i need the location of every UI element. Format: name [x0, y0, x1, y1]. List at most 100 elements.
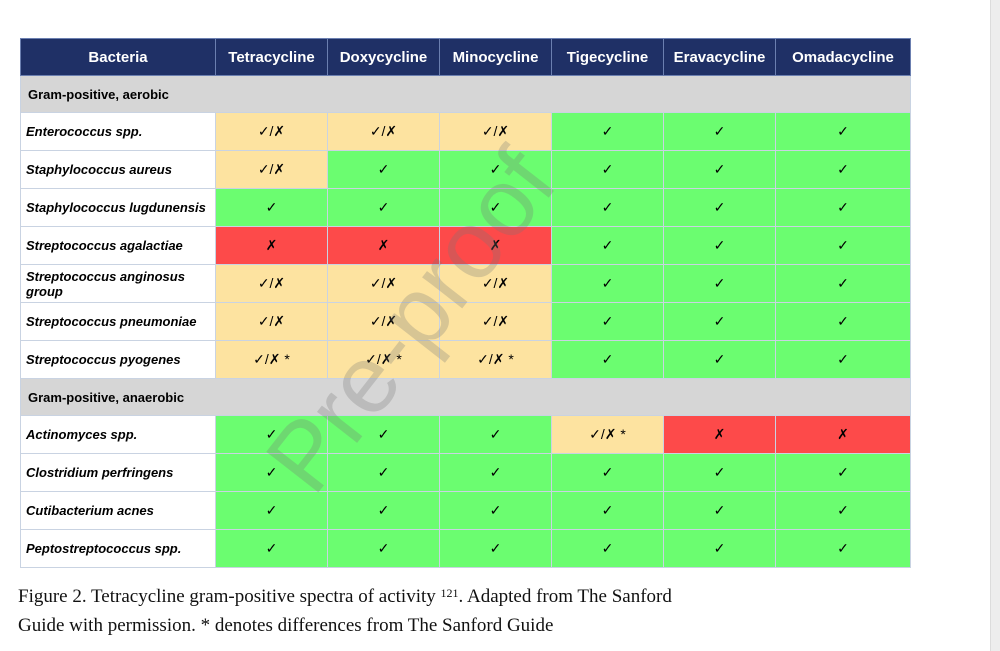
activity-cell: ✓: [663, 340, 776, 379]
header-tetracycline: Tetracycline: [215, 38, 328, 76]
table-row: Peptostreptococcus spp. ✓ ✓ ✓ ✓ ✓ ✓: [20, 529, 911, 568]
activity-cell: ✗: [215, 226, 328, 265]
table-row: Streptococcus agalactiae ✗ ✗ ✗ ✓ ✓ ✓: [20, 226, 911, 265]
section-row: Gram-positive, aerobic: [20, 75, 911, 113]
activity-cell: ✗: [439, 226, 552, 265]
activity-cell: ✓/✗: [215, 112, 328, 151]
activity-cell: ✓/✗ *: [327, 340, 440, 379]
activity-cell: ✓: [663, 226, 776, 265]
activity-cell: ✓: [439, 188, 552, 227]
activity-cell: ✓: [551, 112, 664, 151]
activity-cell: ✓/✗ *: [439, 340, 552, 379]
caption-text-cont: . Adapted from The Sanford: [458, 586, 672, 607]
activity-cell: ✓: [551, 264, 664, 303]
activity-cell: ✗: [663, 415, 776, 454]
table-row: Clostridium perfringens ✓ ✓ ✓ ✓ ✓ ✓: [20, 453, 911, 492]
activity-cell: ✓: [663, 491, 776, 530]
activity-cell: ✓: [439, 529, 552, 568]
activity-cell: ✓: [775, 188, 911, 227]
activity-cell: ✓: [327, 188, 440, 227]
section-row: Gram-positive, anaerobic: [20, 378, 911, 416]
header-doxycycline: Doxycycline: [327, 38, 440, 76]
table-row: Streptococcus pyogenes ✓/✗ * ✓/✗ * ✓/✗ * ✓ ✓ ✓: [20, 340, 911, 379]
bacteria-name: Peptostreptococcus spp.: [20, 529, 216, 568]
activity-cell: ✓: [663, 302, 776, 341]
activity-cell: ✓/✗: [327, 302, 440, 341]
activity-cell: ✓: [439, 415, 552, 454]
bacteria-name: Clostridium perfringens: [20, 453, 216, 492]
bacteria-name: Enterococcus spp.: [20, 112, 216, 151]
activity-cell: ✓/✗ *: [215, 340, 328, 379]
activity-cell: ✗: [775, 415, 911, 454]
activity-cell: ✓: [775, 453, 911, 492]
table-row: Enterococcus spp. ✓/✗ ✓/✗ ✓/✗ ✓ ✓ ✓: [20, 112, 911, 151]
activity-cell: ✓/✗: [215, 150, 328, 189]
activity-cell: ✓: [663, 453, 776, 492]
activity-cell: ✓: [551, 226, 664, 265]
activity-cell: ✓: [551, 150, 664, 189]
activity-cell: ✓: [439, 453, 552, 492]
activity-cell: ✓: [551, 529, 664, 568]
activity-cell: ✓: [775, 302, 911, 341]
activity-cell: ✓: [215, 188, 328, 227]
bacteria-name: Streptococcus pneumoniae: [20, 302, 216, 341]
activity-cell: ✓: [775, 529, 911, 568]
activity-cell: ✓: [439, 150, 552, 189]
table-row: Streptococcus anginosus group ✓/✗ ✓/✗ ✓/✗ ✓ ✓…: [20, 264, 911, 303]
spectra-table: Bacteria Tetracycline Doxycycline Minocy…: [20, 38, 911, 568]
bacteria-name: Staphylococcus lugdunensis: [20, 188, 216, 227]
activity-cell: ✓/✗: [439, 264, 552, 303]
activity-cell: ✓/✗: [327, 264, 440, 303]
figure-caption: Figure 2. Tetracycline gram-positive spe…: [18, 582, 818, 640]
activity-cell: ✓: [327, 150, 440, 189]
caption-reference: 121: [440, 586, 459, 600]
activity-cell: ✓: [551, 491, 664, 530]
table-row: Staphylococcus lugdunensis ✓ ✓ ✓ ✓ ✓ ✓: [20, 188, 911, 227]
activity-cell: ✓/✗ *: [551, 415, 664, 454]
header-bacteria: Bacteria: [20, 38, 216, 76]
bacteria-name: Streptococcus pyogenes: [20, 340, 216, 379]
bacteria-name: Staphylococcus aureus: [20, 150, 216, 189]
caption-line-2: Guide with permission. * denotes differe…: [18, 615, 554, 636]
scrollbar[interactable]: [990, 0, 1000, 651]
caption-text: Figure 2. Tetracycline gram-positive spe…: [18, 586, 441, 607]
activity-cell: ✓: [551, 453, 664, 492]
bacteria-name: Actinomyces spp.: [20, 415, 216, 454]
activity-cell: ✓: [439, 491, 552, 530]
table-row: Actinomyces spp. ✓ ✓ ✓ ✓/✗ * ✗ ✗: [20, 415, 911, 454]
activity-cell: ✓: [327, 529, 440, 568]
activity-cell: ✓/✗: [215, 264, 328, 303]
activity-cell: ✓: [775, 264, 911, 303]
header-eravacycline: Eravacycline: [663, 38, 776, 76]
table-row: Streptococcus pneumoniae ✓/✗ ✓/✗ ✓/✗ ✓ ✓ ✓: [20, 302, 911, 341]
activity-cell: ✓: [215, 453, 328, 492]
activity-cell: ✓: [327, 491, 440, 530]
activity-cell: ✓: [663, 150, 776, 189]
activity-cell: ✓/✗: [439, 112, 552, 151]
header-minocycline: Minocycline: [439, 38, 552, 76]
activity-cell: ✓/✗: [439, 302, 552, 341]
header-row: Bacteria Tetracycline Doxycycline Minocy…: [20, 38, 911, 76]
table-row: Cutibacterium acnes ✓ ✓ ✓ ✓ ✓ ✓: [20, 491, 911, 530]
activity-cell: ✓: [663, 264, 776, 303]
activity-cell: ✓/✗: [215, 302, 328, 341]
activity-cell: ✓: [775, 340, 911, 379]
section-title: Gram-positive, anaerobic: [20, 378, 911, 416]
activity-cell: ✓: [215, 529, 328, 568]
activity-cell: ✓: [327, 415, 440, 454]
activity-cell: ✓: [663, 112, 776, 151]
bacteria-name: Streptococcus agalactiae: [20, 226, 216, 265]
activity-cell: ✓: [663, 188, 776, 227]
bacteria-name: Cutibacterium acnes: [20, 491, 216, 530]
activity-cell: ✓: [215, 415, 328, 454]
activity-cell: ✓: [215, 491, 328, 530]
bacteria-name: Streptococcus anginosus group: [20, 264, 216, 303]
section-title: Gram-positive, aerobic: [20, 75, 911, 113]
header-omadacycline: Omadacycline: [775, 38, 911, 76]
activity-cell: ✓/✗: [327, 112, 440, 151]
activity-cell: ✓: [551, 188, 664, 227]
activity-cell: ✗: [327, 226, 440, 265]
activity-cell: ✓: [551, 340, 664, 379]
activity-cell: ✓: [663, 529, 776, 568]
activity-cell: ✓: [775, 112, 911, 151]
